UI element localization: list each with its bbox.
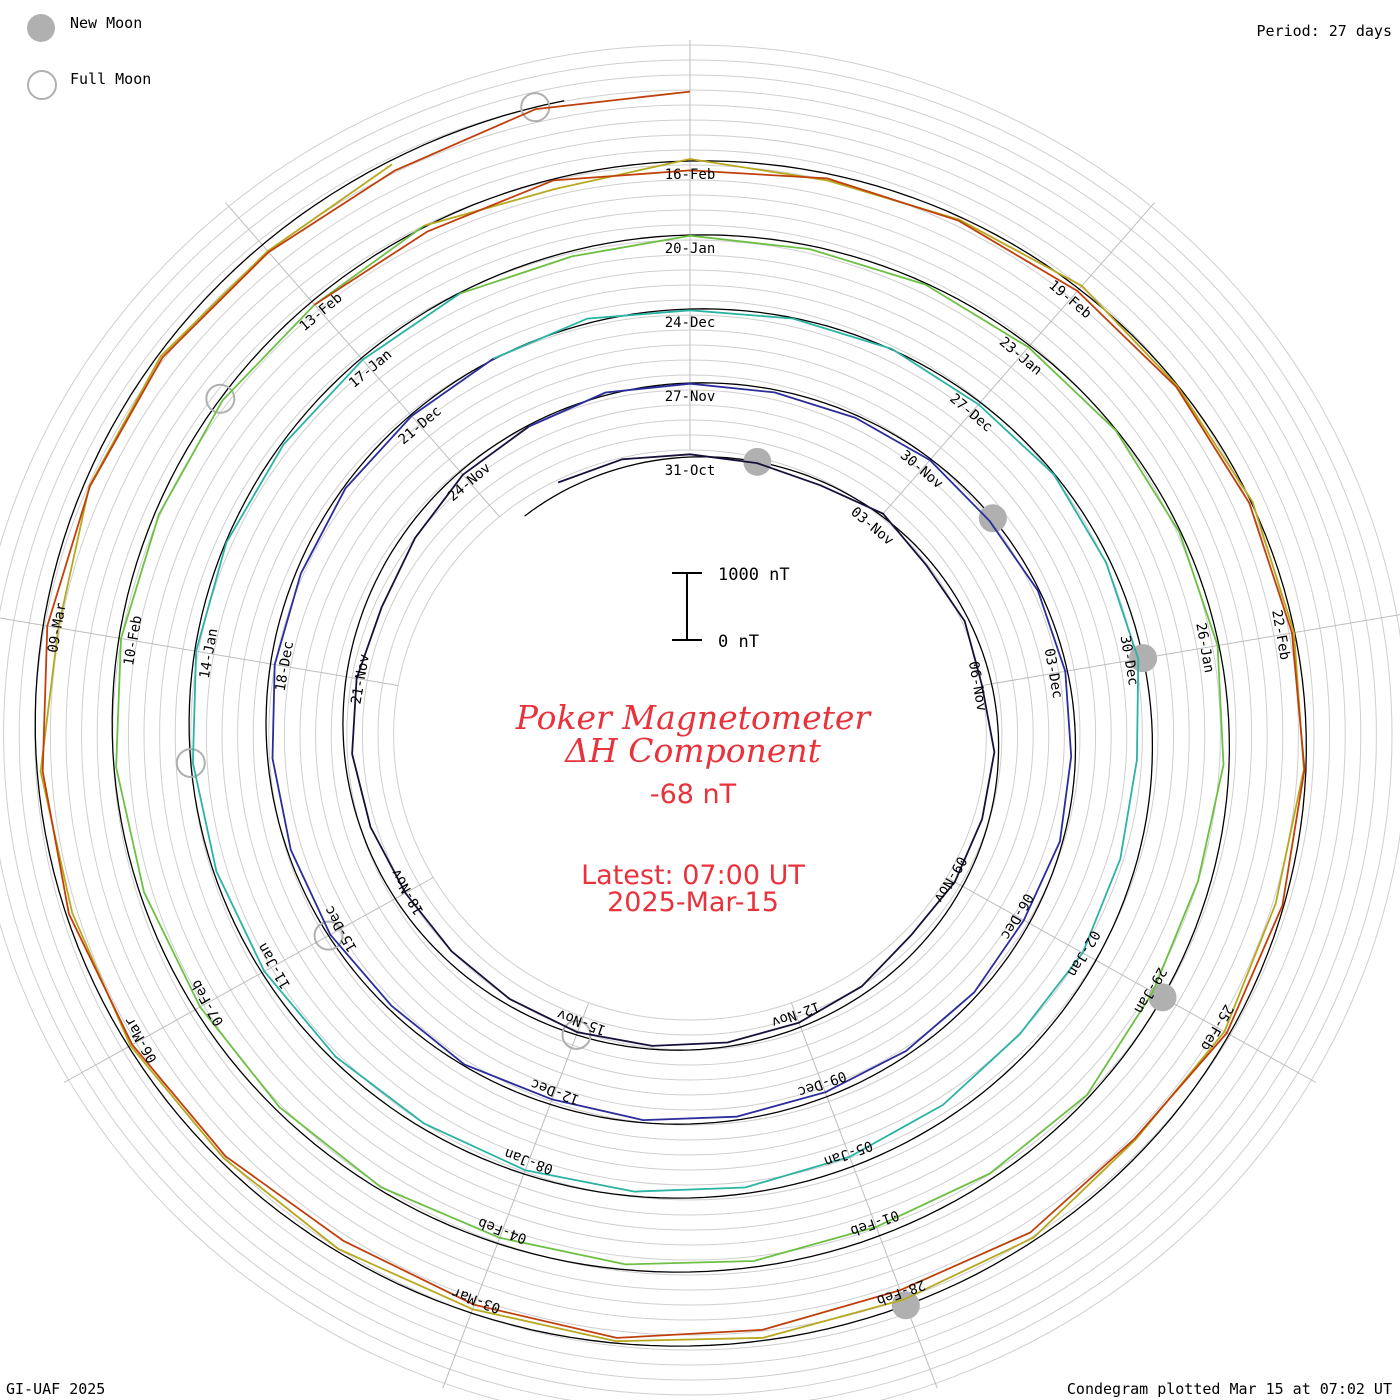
radial-grid-line — [880, 202, 1155, 518]
series-line-1 — [351, 425, 996, 1047]
date-tick-label: 24-Dec — [665, 315, 716, 331]
date-tick-label: 20-Jan — [665, 241, 716, 257]
radial-grid-line — [946, 877, 1317, 1083]
date-tick-label: 04-Feb — [476, 1214, 529, 1246]
full-moon-marker — [313, 920, 344, 951]
date-tick-label: 27-Nov — [665, 389, 716, 405]
series-line-2 — [271, 357, 1073, 1121]
date-tick-label: 31-Oct — [665, 463, 716, 479]
full-moon-icon — [27, 70, 57, 100]
new-moon-marker — [743, 447, 772, 476]
scale-bar: 1000 nT 0 nT — [672, 565, 790, 652]
radial-grid-line — [63, 877, 434, 1083]
date-tick-label: 03-Dec — [1041, 647, 1066, 700]
series-line-6 — [41, 90, 1306, 1339]
full-moon-marker — [205, 383, 236, 414]
date-tick-label: 26-Jan — [1192, 622, 1217, 675]
date-tick-label: 02-Jan — [1064, 927, 1103, 979]
radial-grid-line — [981, 614, 1400, 687]
date-tick-label: 18-Dec — [273, 640, 298, 693]
radial-grid-line — [790, 1002, 938, 1389]
legend-new-moon-label: New Moon — [70, 14, 143, 32]
scale-bottom-label: 0 nT — [718, 632, 759, 652]
latest-date: 2025-Mar-15 — [607, 887, 779, 918]
date-tick-label: 01-Feb — [848, 1206, 901, 1238]
date-tick-label: 16-Feb — [665, 167, 716, 183]
new-moon-marker — [891, 1291, 920, 1320]
date-tick-label: 12-Nov — [769, 998, 822, 1030]
radial-grid-line — [442, 1002, 590, 1389]
date-tick-label: 03-Nov — [847, 504, 896, 549]
new-moon-marker — [1148, 983, 1177, 1012]
latest-time: Latest: 07:00 UT — [581, 860, 805, 891]
new-moon-icon — [27, 14, 55, 42]
chart-subtitle: ΔH Component — [565, 731, 821, 770]
date-tick-label: 05-Jan — [822, 1137, 875, 1169]
period-label: Period: 27 days — [1256, 22, 1392, 40]
date-tick-label: 08-Jan — [502, 1145, 555, 1177]
current-value: -68 nT — [649, 779, 737, 810]
footer-plotted-time: Condegram plotted Mar 15 at 07:02 UT — [1066, 1380, 1392, 1398]
series-line-3 — [192, 292, 1140, 1193]
full-moon-marker — [175, 747, 206, 778]
chart-title: Poker Magnetometer — [515, 698, 871, 737]
scale-top-label: 1000 nT — [718, 565, 790, 585]
date-tick-label: 09-Mar — [45, 602, 70, 655]
series-line-5 — [39, 158, 1305, 1343]
footer-credit: GI-UAF 2025 — [6, 1380, 106, 1398]
date-tick-label: 24-Nov — [445, 460, 494, 505]
series-line-4 — [115, 225, 1225, 1266]
date-tick-label: 07-Feb — [188, 977, 227, 1029]
baseline-spiral — [34, 100, 1307, 1347]
new-moon-marker — [978, 504, 1007, 533]
legend-full-moon-label: Full Moon — [70, 70, 152, 88]
